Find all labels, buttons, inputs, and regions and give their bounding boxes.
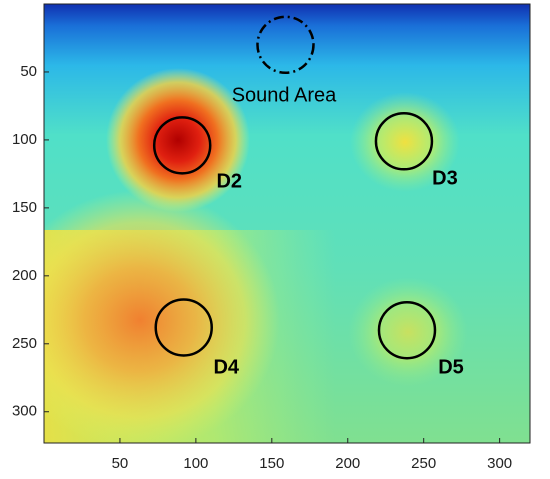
y-tick-label: 200 — [12, 267, 37, 284]
y-tick-label: 300 — [12, 403, 37, 420]
y-tick-label: 250 — [12, 335, 37, 352]
annotation: D3 — [432, 168, 458, 190]
circle-marker — [377, 300, 437, 360]
x-tick-label: 100 — [183, 455, 208, 472]
annotation: Sound Area — [232, 85, 337, 107]
y-tick-label: 150 — [12, 199, 37, 216]
x-tick-label: 200 — [335, 455, 360, 472]
annotation: D2 — [216, 170, 242, 192]
circle-marker — [256, 15, 315, 75]
x-tick-label: 50 — [112, 455, 129, 472]
circle-marker — [152, 116, 212, 175]
x-tick-label: 150 — [259, 455, 284, 472]
annotation: D4 — [213, 357, 239, 379]
x-tick-label: 250 — [411, 455, 436, 472]
annotation: D5 — [438, 357, 464, 379]
heatmap-image — [44, 4, 530, 443]
circle-marker — [154, 298, 213, 357]
plot-frame — [43, 3, 531, 444]
y-tick-label: 50 — [20, 63, 37, 80]
x-tick-label: 300 — [487, 455, 512, 472]
y-tick-label: 100 — [12, 131, 37, 148]
circle-marker — [374, 112, 434, 171]
